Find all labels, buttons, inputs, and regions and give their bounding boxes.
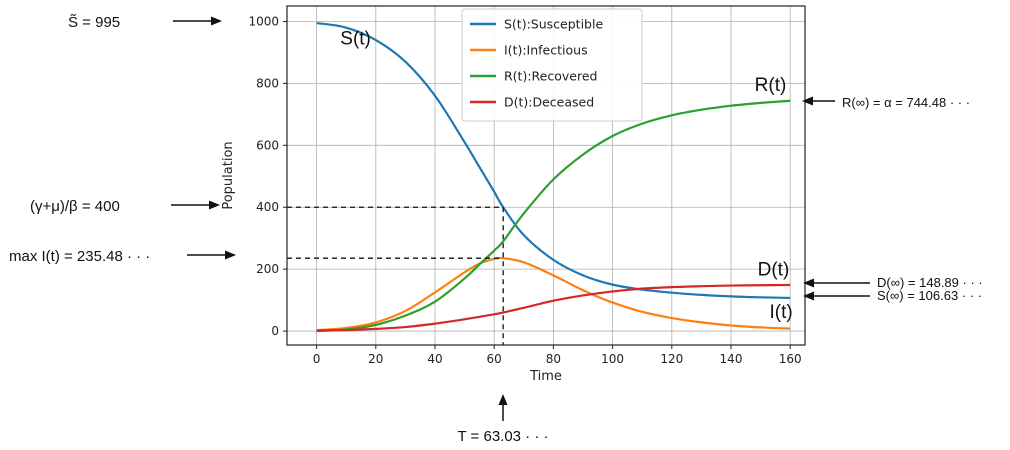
y-tick-label: 800 — [256, 76, 279, 90]
legend-box — [461, 8, 643, 122]
ticks: 0 20 40 60 80 100 120 140 160 0 200 400 600 800 1000 — [248, 14, 801, 366]
legend: S(t):Susceptible I(t):Infectious R(t):Reco… — [461, 8, 643, 122]
x-tick-label: 80 — [546, 352, 561, 366]
arrow-max-i — [187, 250, 236, 260]
series-layer — [316, 21, 791, 333]
y-tick-label: 600 — [256, 138, 279, 152]
series-recovered — [316, 99, 791, 333]
annotation-threshold: (γ+μ)/β = 400 — [30, 198, 120, 215]
series-susceptible — [316, 21, 791, 300]
x-tick-label: 60 — [487, 352, 502, 366]
y-tick-label: 400 — [256, 200, 279, 214]
curve-labels: S(t) R(t) D(t) I(t) — [340, 29, 792, 323]
arrow-t-peak — [498, 394, 508, 421]
x-tick-label: 20 — [368, 352, 383, 366]
annotations: S̃ = 995 (γ+μ)/β = 400 max I(t) = 235.48… — [9, 14, 983, 445]
y-tick-label: 200 — [256, 262, 279, 276]
x-tick-label: 0 — [313, 352, 321, 366]
legend-label: S(t):Susceptible — [504, 17, 603, 32]
curve-label-d: D(t) — [758, 259, 790, 280]
arrow-threshold — [171, 200, 220, 210]
annotation-s-inf: S(∞) = 106.63 · · · — [877, 288, 982, 303]
curve-label-i: I(t) — [769, 302, 792, 323]
annotation-r-inf: R(∞) = α = 744.48 · · · — [842, 95, 970, 110]
y-tick-label: 1000 — [248, 14, 279, 28]
x-axis-label: Time — [529, 369, 562, 384]
arrow-s-tilde — [173, 16, 222, 26]
series-deceased — [316, 283, 791, 332]
arrow-d-inf — [803, 278, 870, 288]
y-axis-label: Population — [221, 141, 236, 209]
x-tick-label: 40 — [427, 352, 442, 366]
annotation-t-peak: T = 63.03 · · · — [457, 428, 548, 445]
curve-label-r: R(t) — [755, 75, 787, 96]
annotation-max-i: max I(t) = 235.48 · · · — [9, 248, 150, 265]
x-tick-label: 120 — [660, 352, 683, 366]
x-tick-label: 160 — [779, 352, 802, 366]
annotation-s-tilde: S̃ = 995 — [68, 14, 120, 31]
legend-label: I(t):Infectious — [504, 43, 588, 58]
arrow-s-inf — [803, 291, 870, 301]
arrow-r-inf — [802, 96, 835, 106]
plot-frame — [286, 5, 806, 346]
curve-label-s: S(t) — [340, 29, 371, 50]
annotation-d-inf: D(∞) = 148.89 · · · — [877, 275, 983, 290]
y-tick-label: 0 — [271, 324, 279, 338]
legend-label: D(t):Deceased — [504, 95, 594, 110]
x-tick-label: 100 — [601, 352, 624, 366]
series-infectious — [316, 256, 791, 332]
dashed-guides — [287, 206, 504, 345]
x-tick-label: 140 — [720, 352, 743, 366]
legend-label: R(t):Recovered — [504, 69, 597, 84]
